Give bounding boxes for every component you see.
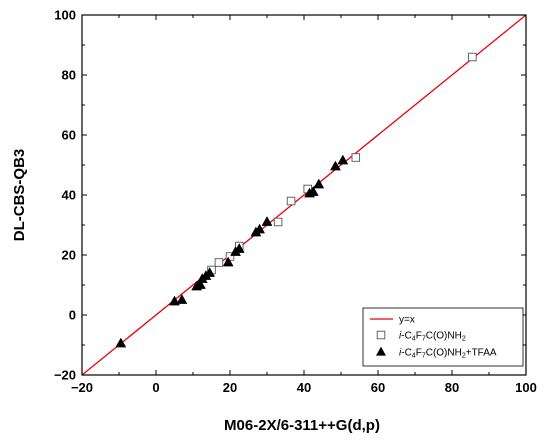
x-axis-title: M06-2X/6-311++G(d,p) (224, 417, 380, 434)
data-point-square (273, 217, 283, 227)
x-tick-label: 60 (371, 380, 385, 395)
data-point-triangle (313, 178, 325, 189)
data-point-triangle (233, 243, 245, 253)
data-point-triangle (330, 160, 341, 171)
x-tick-label: 80 (445, 380, 459, 395)
data-point-triangle (307, 186, 319, 196)
data-point-square (286, 196, 296, 206)
data-point-triangle (194, 279, 206, 289)
data-point-triangle (254, 223, 266, 234)
reference-line-y-equals-x (81, 14, 527, 376)
y-tick-label: 100 (54, 8, 76, 23)
data-point-triangle (204, 267, 216, 277)
data-point-triangle (261, 216, 273, 226)
data-point-triangle (115, 337, 127, 348)
y-tick-label: 20 (62, 248, 76, 263)
data-point-triangle (169, 295, 180, 306)
plot-layer (81, 14, 527, 376)
y-tick-label: 80 (62, 68, 76, 83)
x-tick-label: 20 (223, 380, 237, 395)
legend-triangle-swatch (376, 346, 386, 356)
legend-square-swatch (376, 330, 386, 340)
y-tick-label: 40 (62, 188, 76, 203)
x-tick-label: 0 (152, 380, 159, 395)
y-axis-title: DL-CBS-QB3 (11, 149, 28, 242)
x-tick-label: 40 (297, 380, 311, 395)
x-tick-label: −20 (71, 380, 93, 395)
data-point-triangle (337, 154, 349, 165)
legend: y=x i-C4F7C(O)NH2 i-C4F7C(O)NH2+TFAA (362, 307, 524, 367)
data-point-square (214, 258, 224, 267)
x-tick-label: 100 (515, 380, 537, 395)
axes: −20 0 20 40 60 80 100 −20 0 20 40 60 80 100 (54, 8, 537, 396)
data-point-triangle (176, 294, 188, 304)
y-tick-label: 60 (62, 128, 76, 143)
data-point-triangle (222, 256, 234, 267)
legend-label-series: i-C4F7C(O)NH2 (399, 331, 466, 343)
y-tick-label: −20 (54, 368, 76, 383)
legend-label-series: i-C4F7C(O)NH2+TFAA (399, 348, 497, 360)
legend-box (362, 307, 524, 367)
y-tick-label: 0 (69, 308, 76, 323)
legend-label-reference-line: y=x (399, 315, 415, 326)
data-point-square (351, 153, 361, 162)
data-point-square (468, 52, 477, 62)
